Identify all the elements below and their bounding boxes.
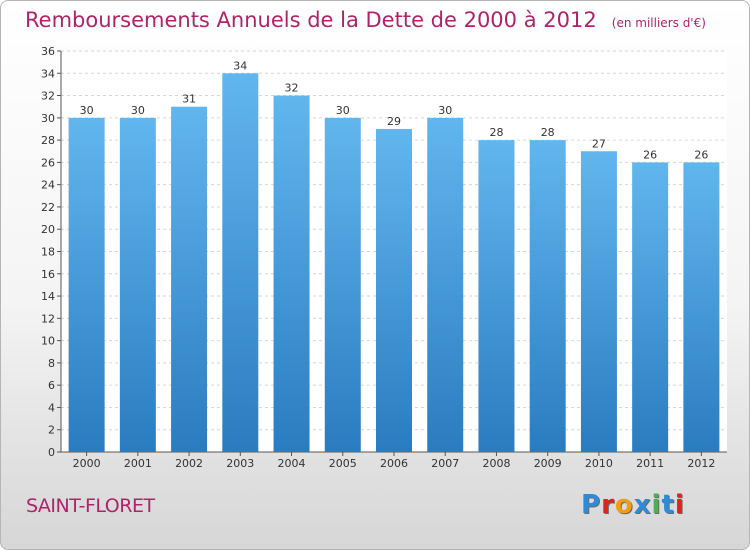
x-tick-label: 2008 bbox=[482, 457, 510, 470]
bar bbox=[376, 128, 412, 452]
x-tick-label: 2007 bbox=[431, 457, 459, 470]
bar bbox=[632, 162, 669, 452]
data-label: 29 bbox=[387, 115, 401, 128]
data-label: 26 bbox=[643, 148, 657, 161]
x-tick-label: 2000 bbox=[73, 457, 101, 470]
y-tick-label: 28 bbox=[41, 134, 55, 147]
logo-letter: i bbox=[651, 490, 662, 520]
x-tick-label: 2012 bbox=[687, 457, 715, 470]
chart-unit: (en milliers d'€) bbox=[611, 16, 706, 30]
y-tick-label: 14 bbox=[41, 290, 55, 303]
y-tick-label: 0 bbox=[48, 446, 55, 459]
logo-letter: i bbox=[674, 490, 685, 520]
y-tick-label: 8 bbox=[48, 357, 55, 370]
y-tick-label: 10 bbox=[41, 335, 55, 348]
y-tick-label: 12 bbox=[41, 312, 55, 325]
y-tick-label: 22 bbox=[41, 201, 55, 214]
x-tick-label: 2011 bbox=[636, 457, 664, 470]
bar bbox=[273, 95, 310, 453]
bar bbox=[222, 73, 259, 453]
bar bbox=[427, 117, 464, 452]
x-tick-label: 2004 bbox=[278, 457, 306, 470]
y-tick-label: 26 bbox=[41, 156, 55, 169]
bar bbox=[580, 151, 617, 452]
y-tick-label: 24 bbox=[41, 179, 55, 192]
data-label: 34 bbox=[233, 59, 247, 72]
logo-letter: o bbox=[614, 490, 634, 520]
data-label: 32 bbox=[285, 82, 299, 95]
y-tick-label: 18 bbox=[41, 246, 55, 259]
y-tick-label: 2 bbox=[48, 424, 55, 437]
chart-title: Remboursements Annuels de la Dette de 20… bbox=[25, 8, 706, 32]
y-tick-label: 16 bbox=[41, 268, 55, 281]
data-label: 27 bbox=[592, 137, 606, 150]
y-tick-label: 34 bbox=[41, 67, 55, 80]
logo-letter: r bbox=[601, 490, 615, 520]
logo-letter: x bbox=[633, 490, 652, 520]
data-label: 30 bbox=[336, 104, 350, 117]
y-tick-label: 6 bbox=[48, 379, 55, 392]
logo-letter: P bbox=[581, 490, 602, 520]
commune-name: SAINT-FLORET bbox=[26, 495, 155, 517]
data-label: 26 bbox=[694, 148, 708, 161]
data-label: 28 bbox=[541, 126, 555, 139]
x-tick-label: 2009 bbox=[534, 457, 562, 470]
x-tick-label: 2005 bbox=[329, 457, 357, 470]
data-label: 28 bbox=[489, 126, 503, 139]
x-tick-label: 2003 bbox=[226, 457, 254, 470]
y-tick-label: 4 bbox=[48, 401, 55, 414]
y-tick-label: 32 bbox=[41, 90, 55, 103]
bar bbox=[478, 140, 515, 452]
x-tick-label: 2006 bbox=[380, 457, 408, 470]
data-label: 30 bbox=[438, 104, 452, 117]
y-tick-label: 30 bbox=[41, 112, 55, 125]
data-label: 31 bbox=[182, 93, 196, 106]
data-label: 30 bbox=[131, 104, 145, 117]
x-tick-label: 2010 bbox=[585, 457, 613, 470]
bar bbox=[683, 162, 720, 452]
y-tick-label: 20 bbox=[41, 223, 55, 236]
logo-letter: t bbox=[661, 490, 675, 520]
bar bbox=[529, 140, 566, 452]
bar bbox=[119, 117, 156, 452]
y-tick-label: 36 bbox=[41, 45, 55, 58]
data-label: 30 bbox=[80, 104, 94, 117]
bar bbox=[324, 117, 361, 452]
bar bbox=[68, 117, 105, 452]
proxiti-logo: Proxiti bbox=[581, 490, 685, 520]
chart-title-text: Remboursements Annuels de la Dette de 20… bbox=[25, 8, 597, 32]
x-tick-label: 2002 bbox=[175, 457, 203, 470]
x-tick-label: 2001 bbox=[124, 457, 152, 470]
bar bbox=[171, 106, 208, 452]
